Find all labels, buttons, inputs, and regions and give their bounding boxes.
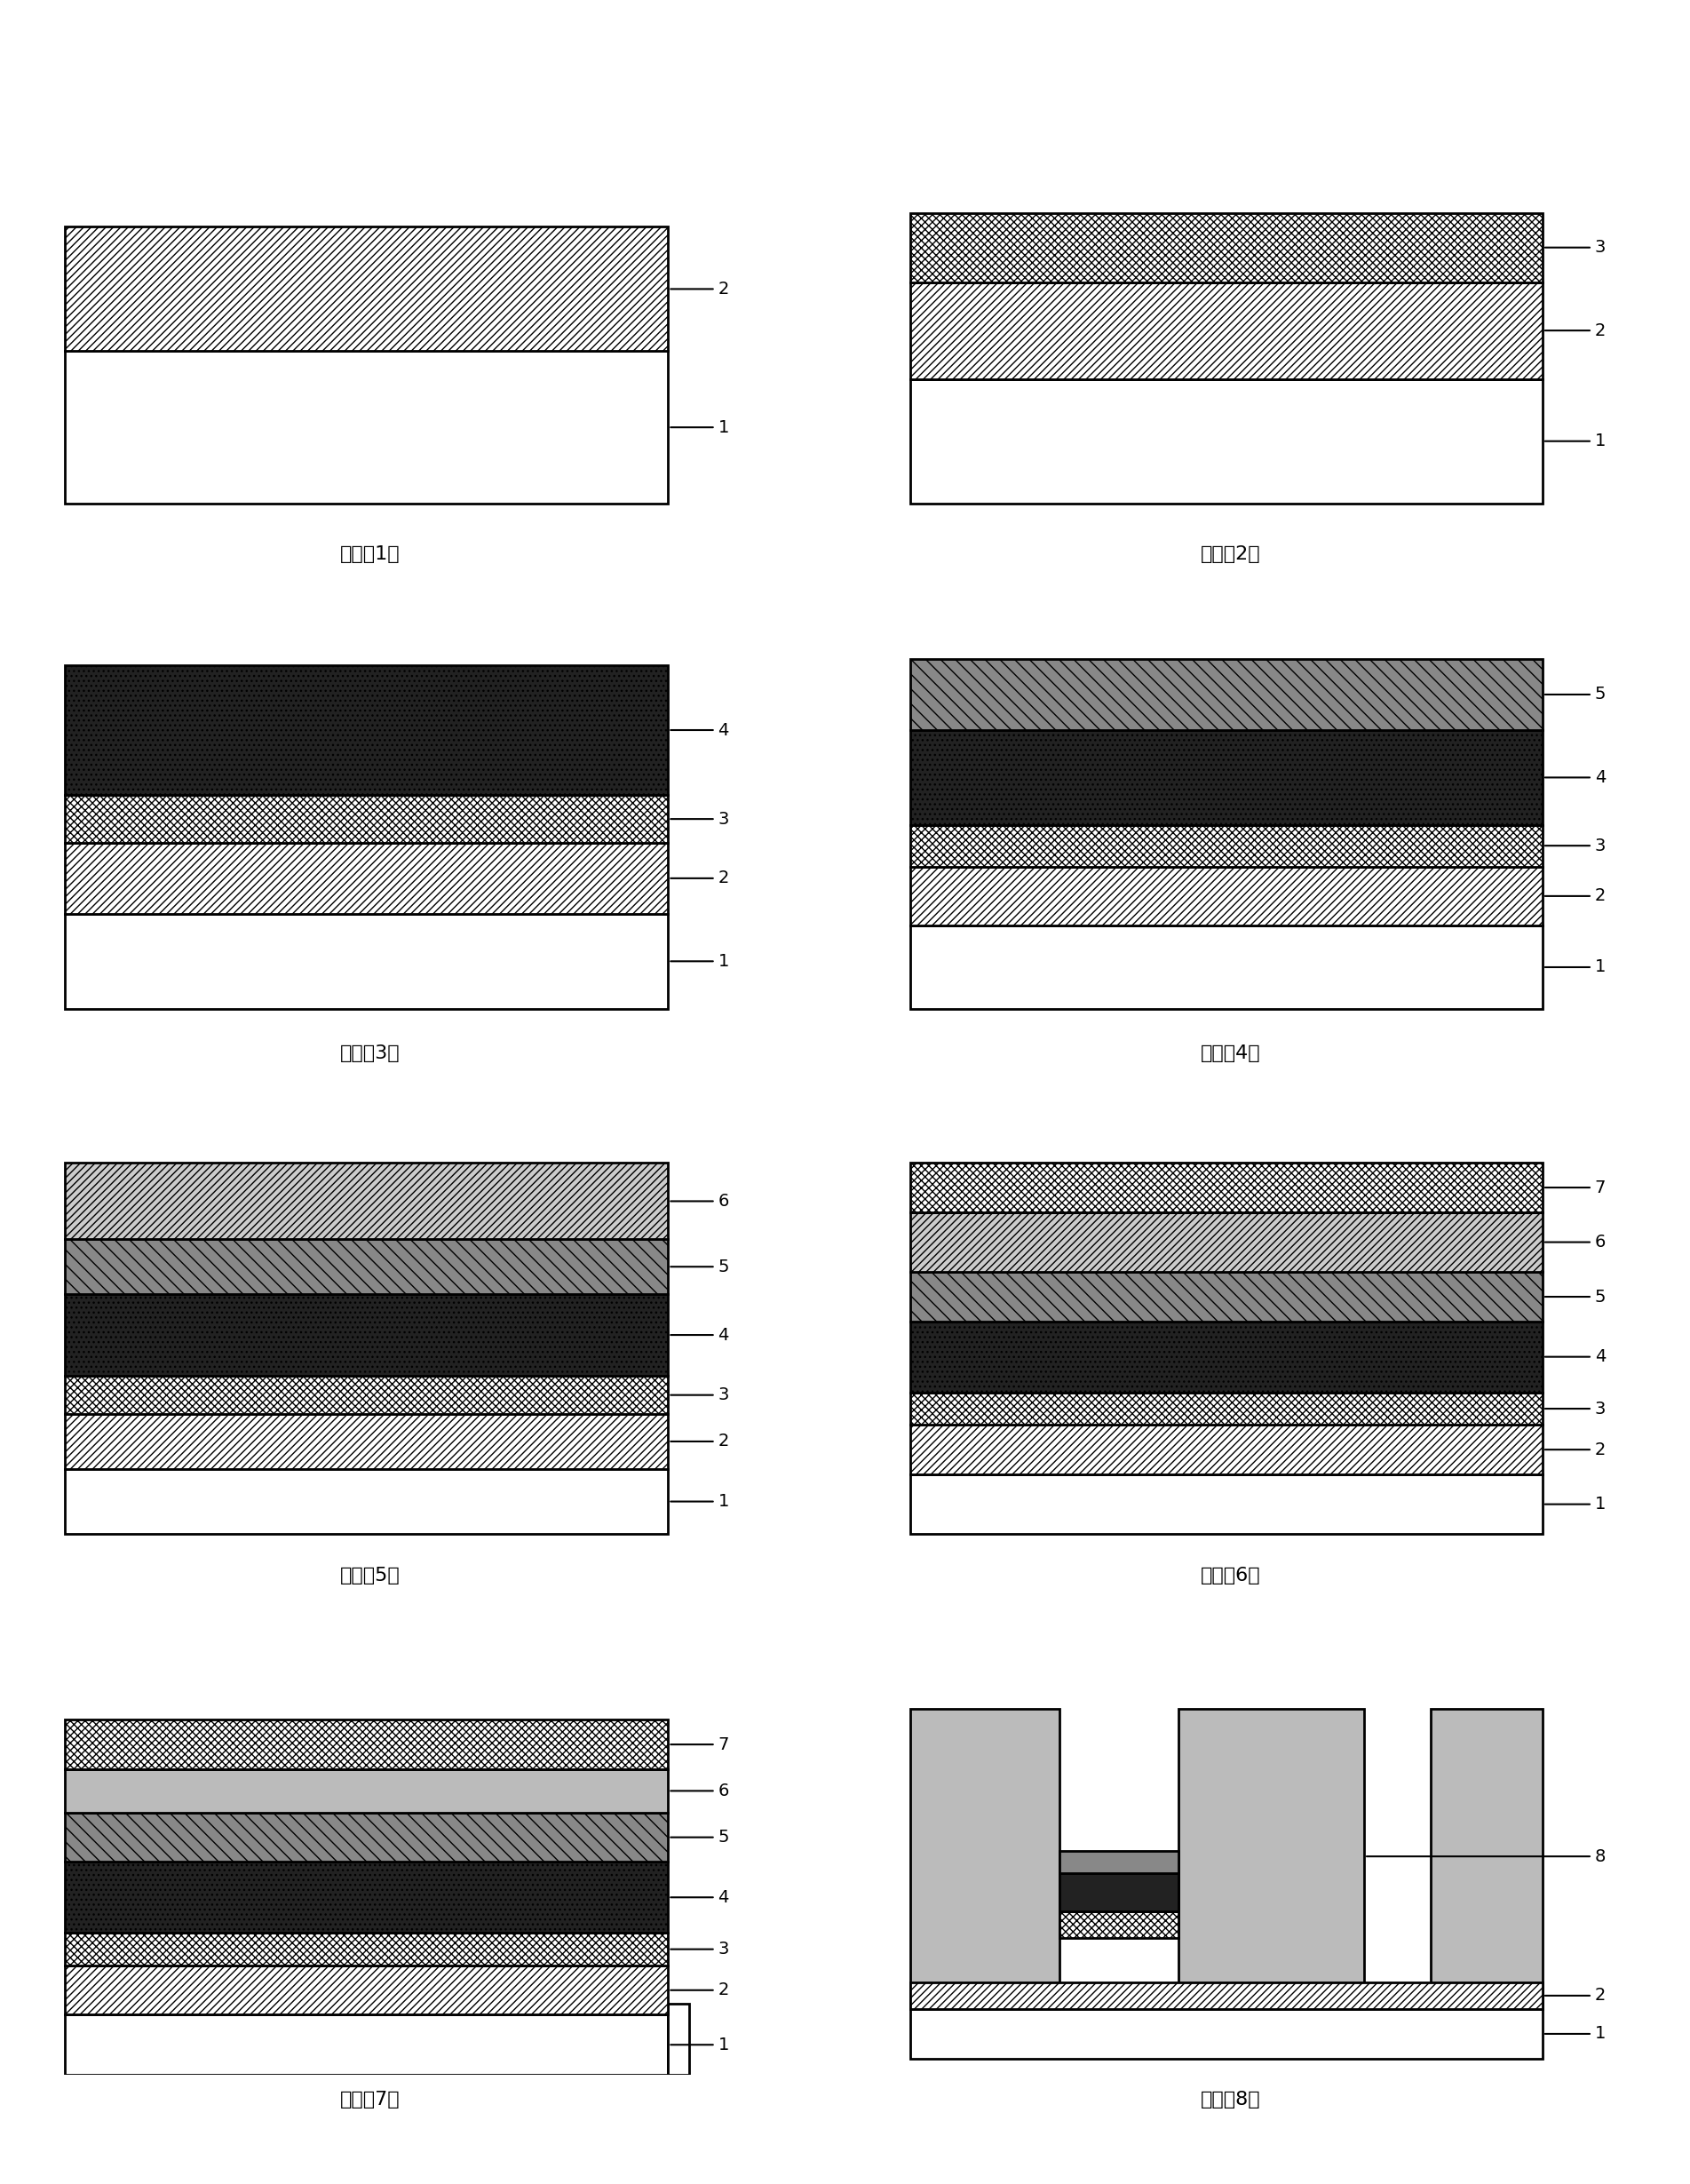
Text: 8: 8	[1367, 1848, 1606, 1865]
Text: 3: 3	[1545, 836, 1606, 854]
Text: 3: 3	[671, 1387, 728, 1404]
Text: 1: 1	[1545, 1496, 1606, 1514]
Text: 3: 3	[671, 1942, 728, 1957]
FancyBboxPatch shape	[911, 867, 1543, 926]
FancyBboxPatch shape	[911, 1321, 1543, 1393]
Text: 6: 6	[1545, 1234, 1606, 1251]
FancyBboxPatch shape	[911, 2009, 1543, 2057]
FancyBboxPatch shape	[911, 1271, 1543, 1321]
Text: 3: 3	[1545, 1400, 1606, 1417]
FancyBboxPatch shape	[911, 1708, 1060, 2009]
Text: 1: 1	[671, 2035, 728, 2053]
FancyBboxPatch shape	[911, 1393, 1543, 1426]
FancyBboxPatch shape	[911, 1983, 1543, 2009]
Text: 2: 2	[671, 869, 728, 887]
Text: 2: 2	[1545, 1441, 1606, 1459]
Text: 2: 2	[671, 280, 728, 297]
FancyBboxPatch shape	[1431, 1708, 1543, 2009]
Text: 步骤（5）: 步骤（5）	[340, 1568, 401, 1586]
FancyBboxPatch shape	[911, 729, 1543, 826]
FancyBboxPatch shape	[911, 1474, 1543, 1535]
Text: 1: 1	[671, 419, 728, 437]
Text: 步骤（4）: 步骤（4）	[1200, 1044, 1261, 1061]
FancyBboxPatch shape	[1060, 1911, 1178, 1939]
Text: 4: 4	[1545, 769, 1606, 786]
FancyBboxPatch shape	[64, 352, 668, 505]
Text: 4: 4	[671, 1326, 728, 1343]
FancyBboxPatch shape	[911, 660, 1543, 729]
FancyBboxPatch shape	[911, 282, 1543, 380]
Text: 1: 1	[1545, 959, 1606, 976]
Text: 2: 2	[671, 1981, 728, 1998]
Text: 4: 4	[671, 721, 728, 738]
Text: 2: 2	[1545, 321, 1606, 339]
FancyBboxPatch shape	[64, 1468, 668, 1535]
Text: 7: 7	[1545, 1179, 1606, 1197]
FancyBboxPatch shape	[911, 826, 1543, 867]
Text: 3: 3	[671, 810, 728, 828]
FancyBboxPatch shape	[64, 1721, 668, 1769]
FancyBboxPatch shape	[64, 1293, 668, 1376]
Text: 步骤（2）: 步骤（2）	[1200, 546, 1261, 563]
FancyBboxPatch shape	[64, 1813, 668, 1861]
FancyBboxPatch shape	[668, 2005, 690, 2075]
FancyBboxPatch shape	[64, 843, 668, 913]
Text: 3: 3	[1545, 238, 1606, 256]
Text: 5: 5	[671, 1828, 728, 1845]
FancyBboxPatch shape	[64, 1933, 668, 1966]
FancyBboxPatch shape	[1060, 1872, 1178, 1911]
Text: 1: 1	[671, 952, 728, 970]
Text: 步骤（6）: 步骤（6）	[1200, 1568, 1261, 1586]
Text: 1: 1	[1545, 2025, 1606, 2042]
FancyBboxPatch shape	[64, 1769, 668, 1813]
FancyBboxPatch shape	[64, 1241, 668, 1293]
Text: 4: 4	[671, 1889, 728, 1907]
FancyBboxPatch shape	[911, 1162, 1543, 1212]
Text: 步骤（3）: 步骤（3）	[340, 1044, 401, 1061]
Text: 5: 5	[1545, 1289, 1606, 1306]
FancyBboxPatch shape	[1178, 1708, 1364, 2009]
Text: 1: 1	[671, 1494, 728, 1509]
FancyBboxPatch shape	[911, 380, 1543, 505]
FancyBboxPatch shape	[64, 2014, 668, 2075]
Text: 步骤（8）: 步骤（8）	[1200, 2092, 1261, 2110]
FancyBboxPatch shape	[911, 1212, 1543, 1271]
Text: 6: 6	[671, 1782, 728, 1800]
Text: 4: 4	[1545, 1348, 1606, 1365]
FancyBboxPatch shape	[911, 214, 1543, 282]
FancyBboxPatch shape	[64, 795, 668, 843]
FancyBboxPatch shape	[64, 1415, 668, 1468]
FancyBboxPatch shape	[1060, 1850, 1178, 1872]
Text: 5: 5	[671, 1258, 728, 1275]
Text: 6: 6	[671, 1192, 728, 1210]
Text: 5: 5	[1545, 686, 1606, 703]
Text: 2: 2	[1545, 1987, 1606, 2005]
Text: 7: 7	[671, 1736, 728, 1754]
FancyBboxPatch shape	[911, 1426, 1543, 1474]
FancyBboxPatch shape	[64, 1966, 668, 2014]
FancyBboxPatch shape	[64, 1861, 668, 1933]
Text: 步骤（1）: 步骤（1）	[340, 546, 401, 563]
Text: 步骤（7）: 步骤（7）	[340, 2092, 401, 2110]
FancyBboxPatch shape	[64, 664, 668, 795]
FancyBboxPatch shape	[64, 1162, 668, 1241]
Text: 2: 2	[671, 1433, 728, 1450]
FancyBboxPatch shape	[64, 913, 668, 1009]
Text: 1: 1	[1545, 432, 1606, 450]
Text: 2: 2	[1545, 887, 1606, 904]
FancyBboxPatch shape	[64, 1376, 668, 1415]
FancyBboxPatch shape	[911, 926, 1543, 1009]
FancyBboxPatch shape	[64, 227, 668, 352]
